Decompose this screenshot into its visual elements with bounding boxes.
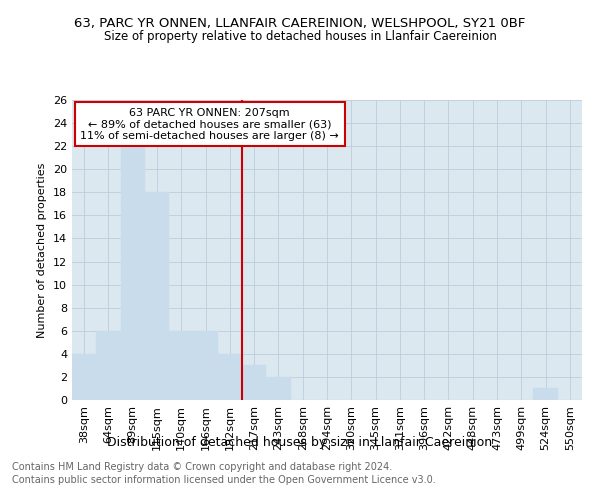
Text: 63 PARC YR ONNEN: 207sqm
← 89% of detached houses are smaller (63)
11% of semi-d: 63 PARC YR ONNEN: 207sqm ← 89% of detach… bbox=[80, 108, 339, 140]
Text: 63, PARC YR ONNEN, LLANFAIR CAEREINION, WELSHPOOL, SY21 0BF: 63, PARC YR ONNEN, LLANFAIR CAEREINION, … bbox=[74, 18, 526, 30]
Bar bbox=[218, 354, 242, 400]
Bar bbox=[193, 331, 218, 400]
Bar bbox=[96, 331, 121, 400]
Bar bbox=[145, 192, 169, 400]
Bar bbox=[533, 388, 558, 400]
Text: Distribution of detached houses by size in Llanfair Caereinion: Distribution of detached houses by size … bbox=[107, 436, 493, 449]
Bar bbox=[242, 366, 266, 400]
Bar bbox=[266, 377, 290, 400]
Bar bbox=[121, 146, 145, 400]
Text: Contains public sector information licensed under the Open Government Licence v3: Contains public sector information licen… bbox=[12, 475, 436, 485]
Text: Size of property relative to detached houses in Llanfair Caereinion: Size of property relative to detached ho… bbox=[104, 30, 496, 43]
Y-axis label: Number of detached properties: Number of detached properties bbox=[37, 162, 47, 338]
Text: Contains HM Land Registry data © Crown copyright and database right 2024.: Contains HM Land Registry data © Crown c… bbox=[12, 462, 392, 472]
Bar bbox=[72, 354, 96, 400]
Bar bbox=[169, 331, 193, 400]
